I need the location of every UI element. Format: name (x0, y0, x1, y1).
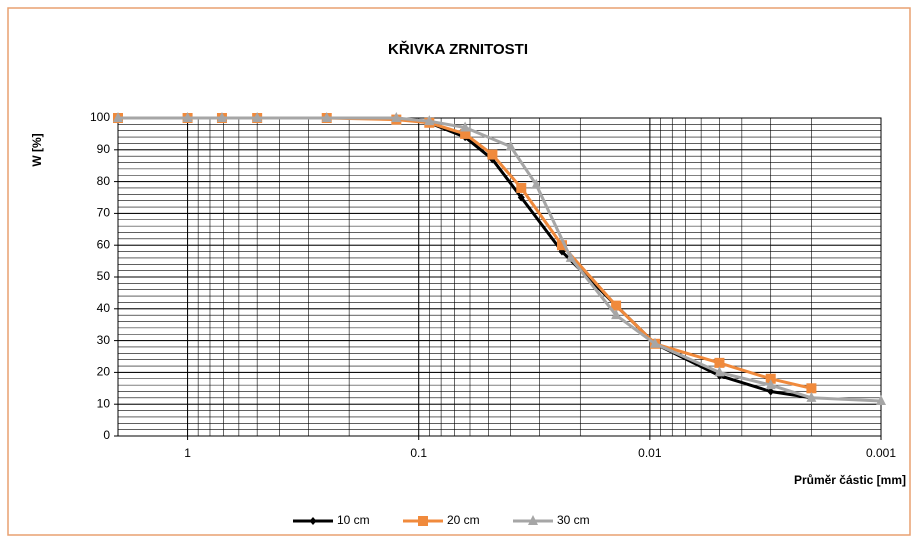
marker (765, 373, 776, 384)
marker (460, 121, 471, 132)
marker (418, 516, 428, 526)
marker (611, 309, 622, 320)
marker (517, 193, 525, 202)
marker (321, 112, 332, 122)
marker (531, 178, 542, 189)
marker (806, 383, 817, 394)
marker (424, 115, 435, 126)
marker (650, 337, 661, 348)
y-tick-label: 60 (97, 237, 111, 251)
marker (252, 112, 263, 122)
y-tick-label: 10 (97, 396, 111, 410)
marker (765, 379, 776, 390)
marker (876, 395, 886, 406)
y-tick-label: 40 (97, 301, 111, 315)
marker (516, 182, 527, 193)
x-tick-label: 0.001 (866, 446, 896, 460)
y-axis-label: W [%] (30, 133, 44, 166)
y-tick-label: 80 (97, 174, 111, 188)
marker (391, 112, 402, 122)
marker (714, 366, 725, 377)
y-tick-label: 20 (97, 365, 111, 379)
y-tick-label: 0 (103, 428, 110, 442)
marker (182, 112, 193, 122)
marker (505, 140, 516, 151)
marker (309, 517, 317, 525)
legend-label: 10 cm (337, 513, 370, 527)
marker (216, 112, 227, 122)
y-tick-label: 70 (97, 206, 111, 220)
marker (487, 149, 498, 160)
x-tick-label: 1 (184, 446, 191, 460)
legend-label: 20 cm (447, 513, 480, 527)
chart-title: KŘIVKA ZRNITOSTI (388, 40, 528, 58)
marker (714, 357, 725, 368)
x-axis-label: Průměr částic [mm] (794, 473, 906, 487)
legend-label: 30 cm (557, 513, 590, 527)
marker (611, 300, 622, 311)
plot (113, 112, 886, 406)
marker (806, 391, 817, 402)
y-tick-label: 90 (97, 142, 111, 156)
marker (460, 128, 471, 139)
marker (767, 387, 775, 396)
y-tick-label: 50 (97, 269, 111, 283)
marker (528, 515, 538, 525)
marker (113, 112, 123, 122)
marker (556, 240, 567, 251)
x-tick-label: 0.1 (410, 446, 427, 460)
x-tick-label: 0.01 (638, 446, 662, 460)
legend: 10 cm 20 cm 30 cm (293, 513, 590, 527)
y-tick-label: 100 (90, 110, 110, 124)
y-tick-label: 30 (97, 333, 111, 347)
marker (565, 251, 576, 262)
